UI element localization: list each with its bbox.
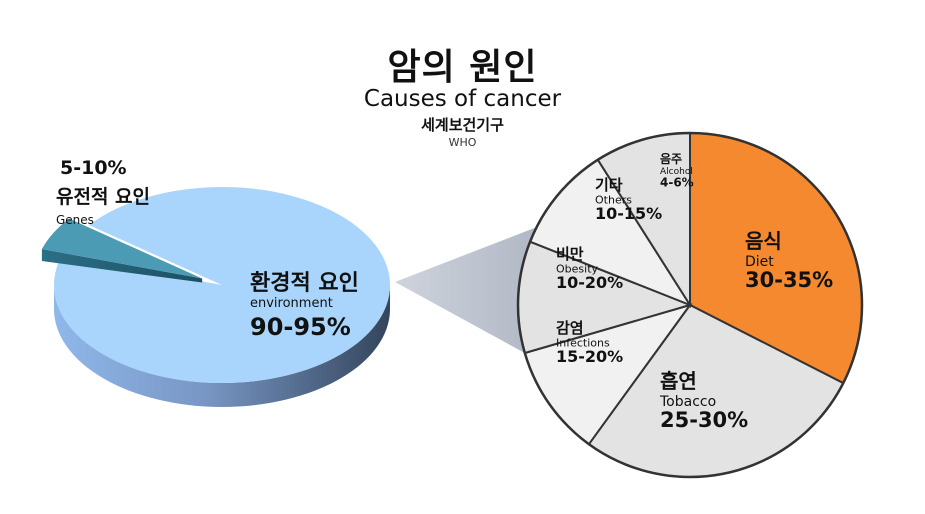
diet-english-label: Diet: [745, 254, 774, 270]
genes-korean-label: 유전적 요인: [56, 186, 150, 208]
infections-korean-label: 감염: [556, 319, 584, 337]
alcohol-english-label: Alcohol: [660, 167, 693, 177]
genes-slice-side: [41, 249, 203, 283]
environment-english-label: environment: [250, 296, 333, 311]
source-korean: 세계보건기구: [421, 116, 504, 134]
diet-range-label: 30-35%: [745, 268, 833, 292]
tobacco-korean-label: 흡연: [660, 369, 697, 393]
chart-title: 암의 원인: [387, 47, 538, 88]
genes-range-label: 5-10%: [60, 157, 127, 179]
infections-english-label: Infections: [556, 337, 610, 350]
infections-range-label: 15-20%: [556, 347, 623, 366]
obesity-korean-label: 비만: [556, 245, 584, 263]
diet-korean-label: 음식: [745, 229, 782, 253]
environment-slice: [54, 186, 391, 383]
tobacco-range-label: 25-30%: [660, 408, 748, 432]
others-range-label: 10-15%: [595, 204, 662, 223]
environment-korean-label: 환경적 요인: [250, 271, 359, 296]
obesity-english-label: Obesity: [556, 263, 599, 276]
tobacco-english-label: Tobacco: [659, 394, 716, 410]
genes-slice: [41, 218, 203, 279]
genes-english-label: Genes: [56, 213, 94, 227]
obesity-range-label: 10-20%: [556, 273, 623, 292]
chart-subtitle: Causes of cancer: [363, 86, 562, 112]
source-english: WHO: [448, 136, 477, 149]
others-korean-label: 기타: [595, 176, 623, 194]
environment-slice-side: [54, 285, 390, 407]
others-english-label: Others: [595, 194, 632, 207]
alcohol-korean-label: 음주: [660, 151, 682, 166]
detail-pie-outline: [516, 131, 864, 479]
environment-range-label: 90-95%: [250, 313, 351, 341]
alcohol-range-label: 4-6%: [660, 175, 694, 189]
